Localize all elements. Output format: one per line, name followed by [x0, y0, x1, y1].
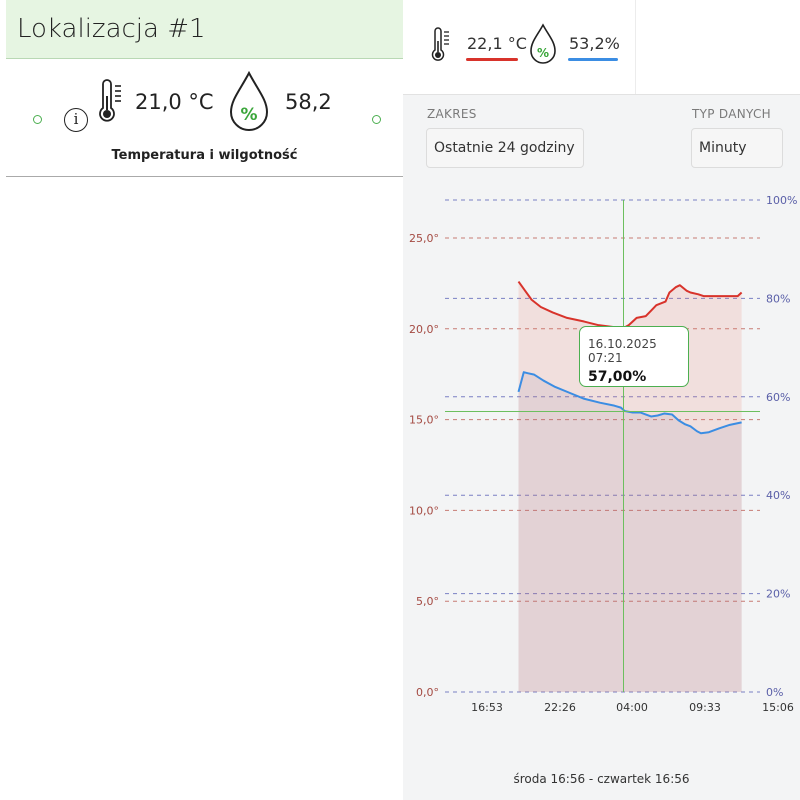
location-card: Lokalizacja #1 i 21,0 °C % 58,2 Temperat…	[6, 0, 403, 180]
humidity-drop-icon: %	[530, 23, 556, 64]
y-left-tick-label: 15,0°	[409, 414, 439, 427]
carousel-prev-dot[interactable]	[33, 115, 42, 124]
location-temperature: 21,0 °C	[135, 90, 214, 114]
x-tick-label: 09:33	[689, 701, 721, 714]
location-title: Lokalizacja #1	[17, 14, 206, 44]
humidity-drop-icon: %	[229, 70, 269, 131]
range-select[interactable]: Ostatnie 24 godziny	[426, 128, 584, 168]
location-humidity: 58,2	[285, 90, 332, 114]
thermometer-icon	[99, 79, 121, 122]
y-right-tick-label: 60%	[766, 391, 790, 404]
range-label: ZAKRES	[427, 107, 477, 121]
card-divider	[6, 176, 403, 177]
data-type-label: TYP DANYCH	[692, 107, 772, 121]
info-icon[interactable]: i	[64, 108, 88, 132]
data-type-select[interactable]: Minuty	[691, 128, 783, 168]
temperature-humidity-chart[interactable]: 0,0° 5,0° 10,0° 15,0° 20,0° 25,0° 0% 20% 40% 60% 8…	[403, 0, 800, 800]
x-tick-label: 04:00	[616, 701, 648, 714]
carousel-next-dot[interactable]	[372, 115, 381, 124]
y-right-tick-label: 100%	[766, 194, 797, 207]
y-right-tick-label: 40%	[766, 489, 790, 502]
y-left-tick-label: 0,0°	[416, 686, 439, 699]
svg-text:%: %	[240, 105, 257, 125]
humidity-symbol: %	[537, 46, 549, 60]
humidity-area	[518, 372, 742, 692]
thermometer-icon	[431, 27, 449, 61]
tooltip-date: 16.10.2025 07:21	[588, 337, 657, 365]
temperature-legend-line	[466, 58, 518, 61]
y-left-tick-label: 20,0°	[409, 323, 439, 336]
chart-tooltip: 16.10.2025 07:21 57,00%	[579, 326, 689, 387]
humidity-series-line	[517, 371, 742, 435]
y-left-tick-label: 5,0°	[416, 595, 439, 608]
x-tick-label: 16:53	[471, 701, 503, 714]
y-left-tick-label: 25,0°	[409, 232, 439, 245]
chart-panel: 22,1 °C % 53,2% ZAKRES Ostatnie 24 godzi…	[403, 0, 800, 800]
location-header: Lokalizacja #1	[6, 0, 403, 59]
y-right-tick-label: 20%	[766, 588, 790, 601]
y-right-tick-label: 0%	[766, 686, 783, 699]
header-humidity: 53,2%	[569, 34, 620, 53]
location-subtitle: Temperatura i wilgotność	[111, 148, 298, 163]
header-divider	[635, 0, 636, 94]
tooltip-value: 57,00%	[588, 369, 647, 385]
humidity-legend-line	[568, 58, 618, 61]
current-readings-header: 22,1 °C % 53,2%	[403, 0, 800, 95]
y-left-tick-label: 10,0°	[409, 504, 439, 517]
x-tick-label: 22:26	[544, 701, 576, 714]
temperature-series-line	[517, 280, 743, 330]
date-range-label: środa 16:56 - czwartek 16:56	[513, 772, 690, 786]
x-tick-label: 15:06	[762, 701, 794, 714]
header-temperature: 22,1 °C	[467, 34, 527, 53]
y-right-tick-label: 80%	[766, 292, 790, 305]
